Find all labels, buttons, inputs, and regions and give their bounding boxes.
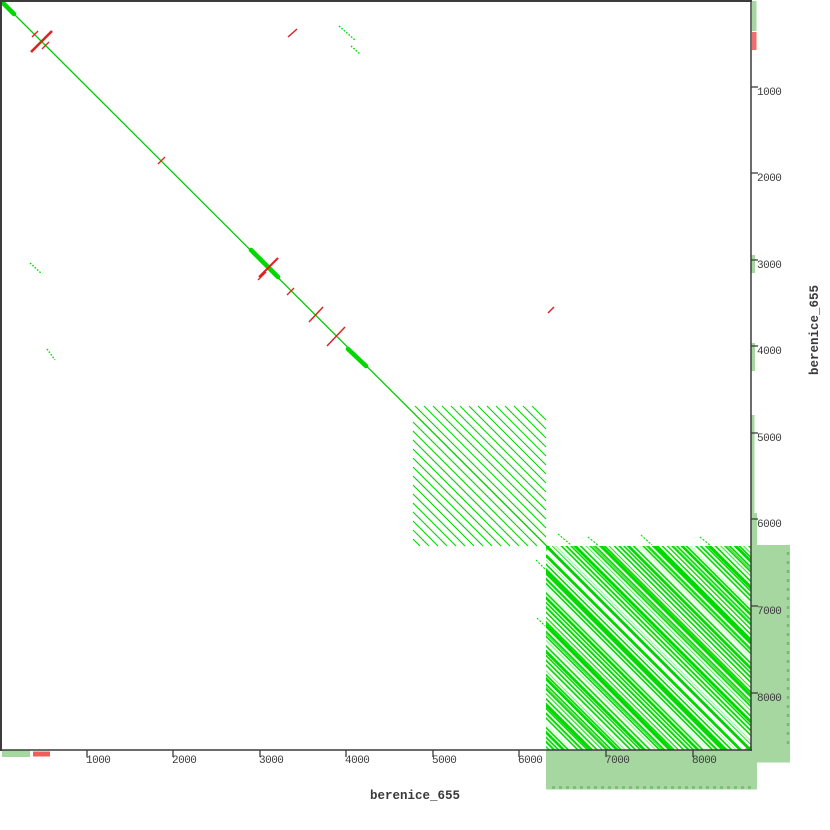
x-axis-title: berenice_655: [369, 789, 461, 803]
y-axis-title: berenice_655: [808, 284, 822, 376]
